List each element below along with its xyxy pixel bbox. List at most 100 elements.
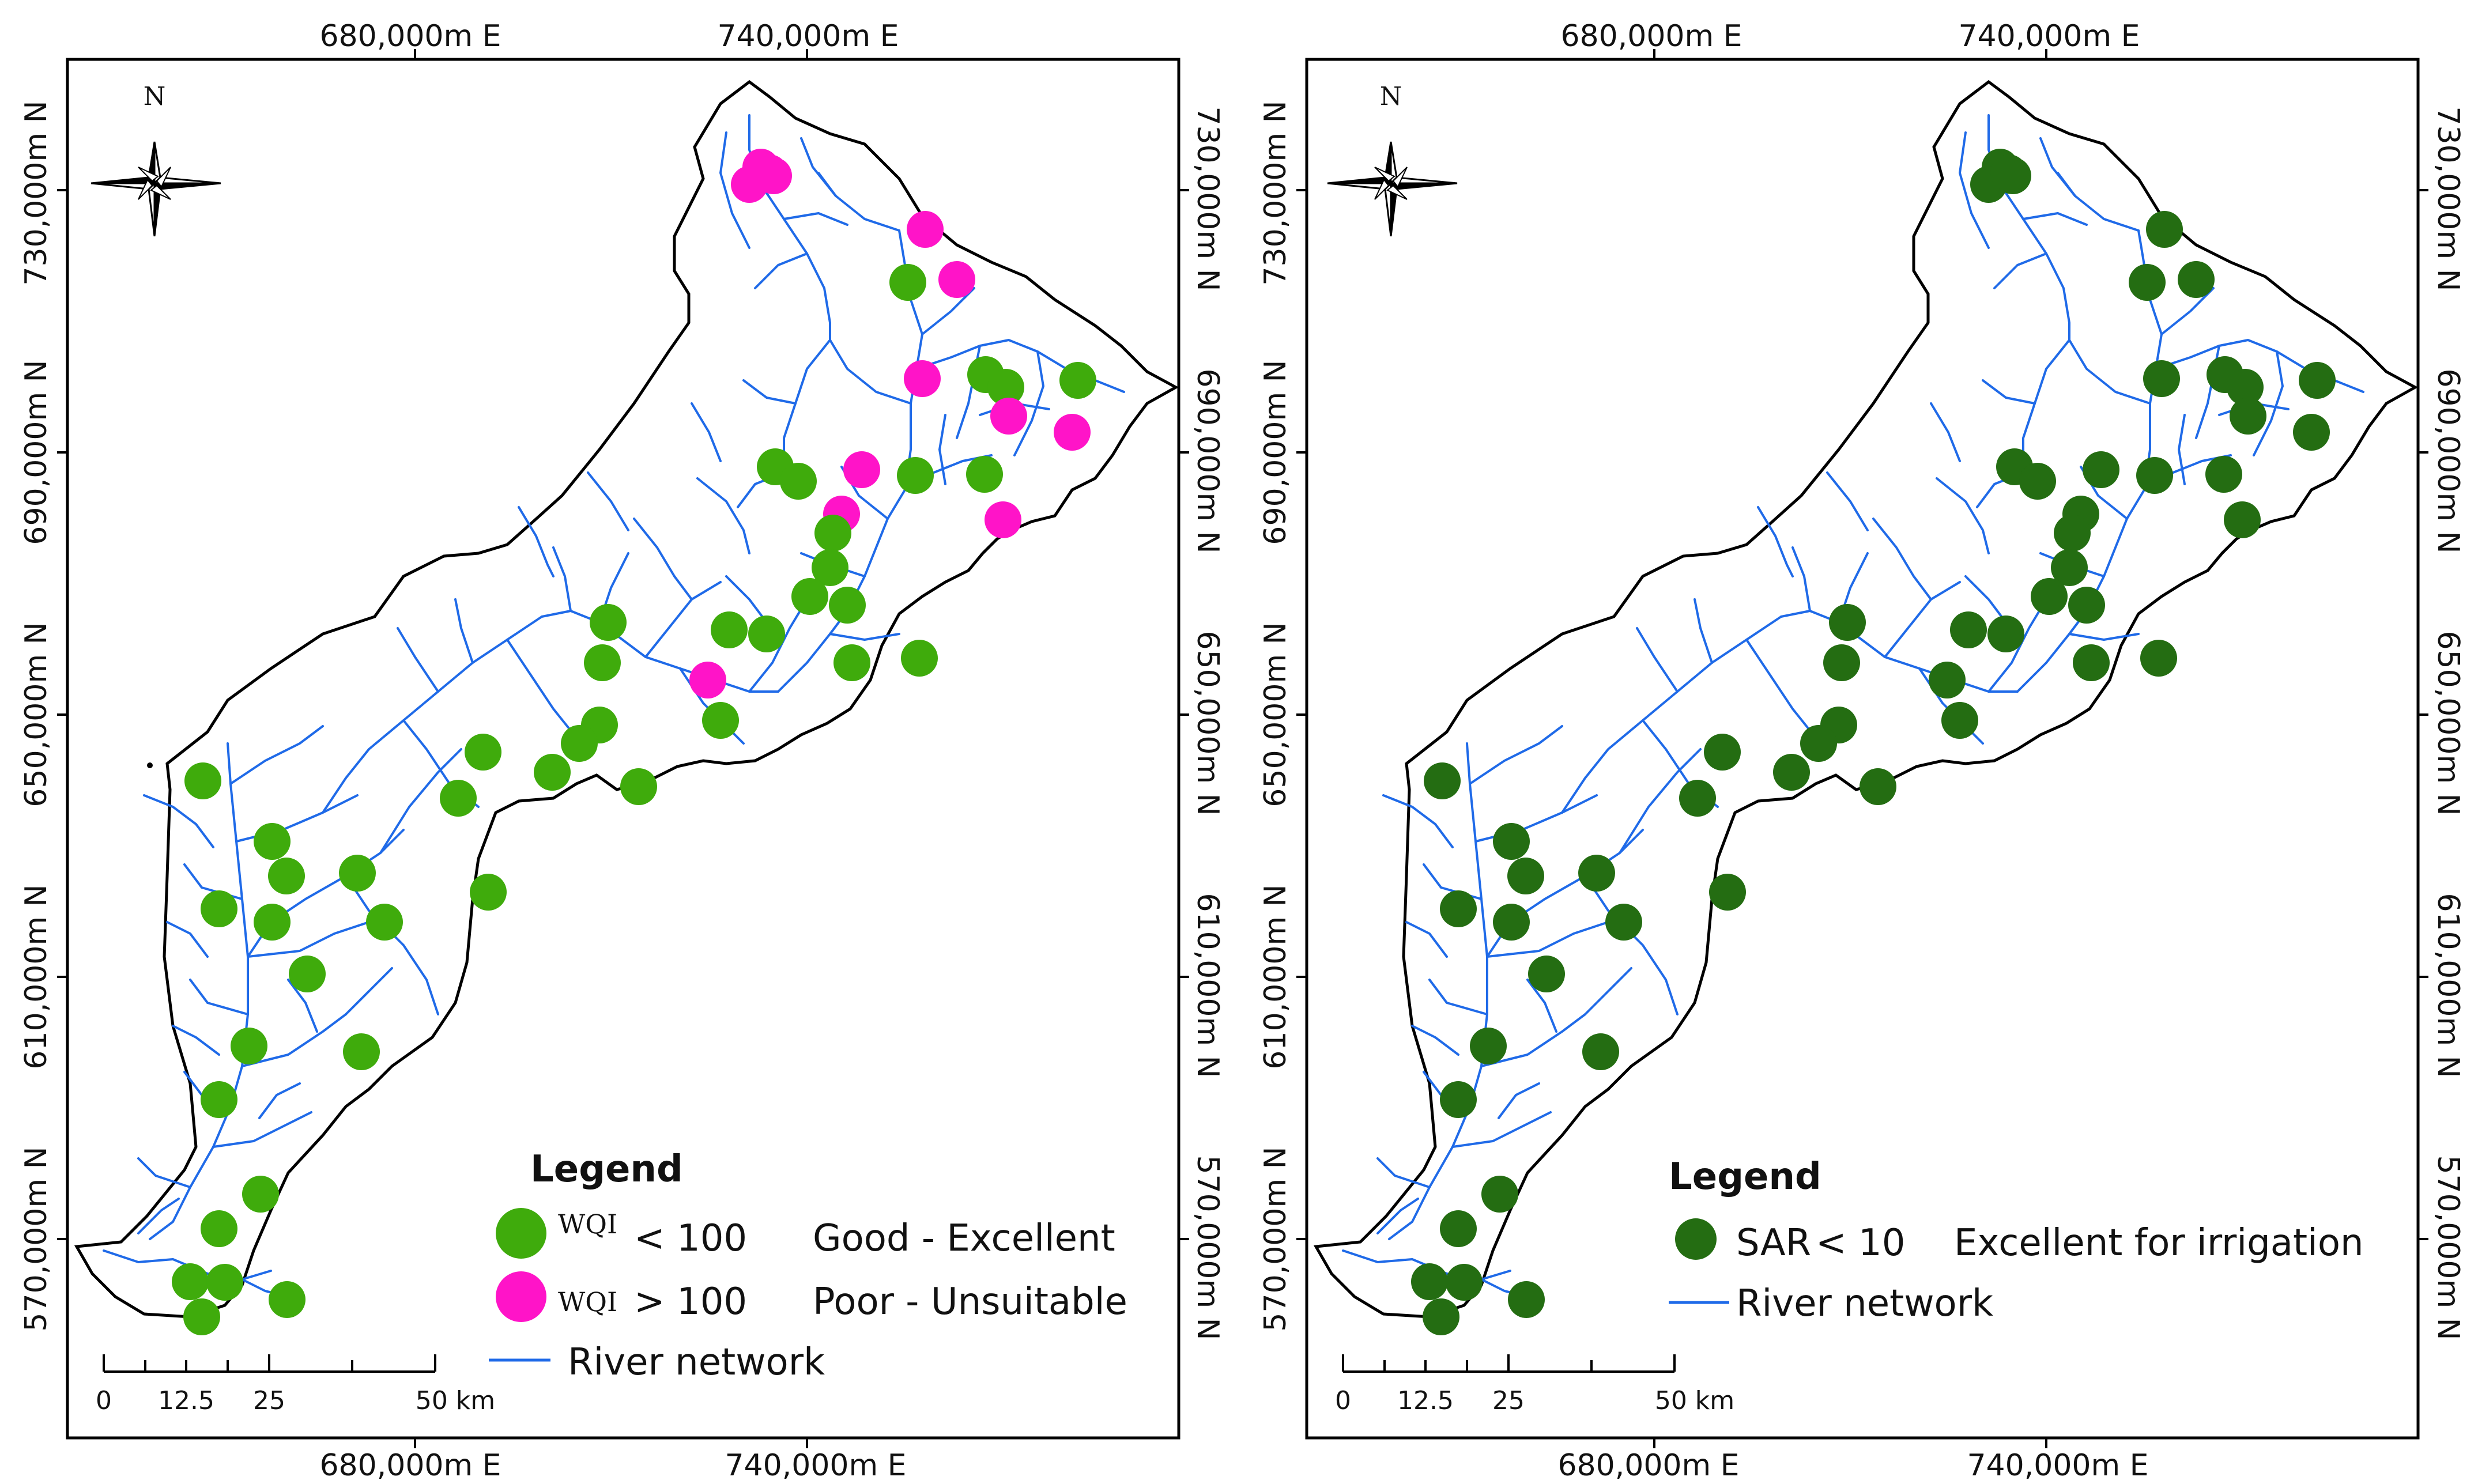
- sample-point-wqi-good: [1059, 362, 1096, 399]
- right-scale-tick-1: 12.5: [1397, 1386, 1454, 1415]
- right-bottom-axis-label-1: 680,000m E: [1557, 1448, 1739, 1483]
- sample-point-sar: [1493, 823, 1530, 860]
- right-right-axis-label-1: 730,000m N: [2431, 106, 2465, 291]
- sample-point-sar: [2293, 414, 2330, 451]
- right-legend-river-label: River network: [1736, 1282, 1993, 1325]
- sample-point-sar: [1823, 644, 1860, 681]
- left-legend: Legend WQI < 100 Good - Excellent WQI > …: [489, 1148, 1127, 1384]
- right-legend-title: Legend: [1669, 1156, 1821, 1198]
- left-right-axis-label-4: 610,000m N: [1190, 893, 1225, 1078]
- sample-point-sar: [2205, 456, 2242, 493]
- sample-point-sar: [1470, 1028, 1507, 1064]
- left-scale-bar: [103, 1354, 436, 1373]
- sample-point-sar: [1941, 702, 1978, 739]
- sample-point-wqi-poor: [904, 360, 941, 397]
- sample-point-sar: [2143, 360, 2180, 397]
- left-north-label: N: [144, 82, 166, 111]
- sample-point-sar: [1929, 662, 1966, 698]
- right-north-arrow: N: [1326, 82, 1458, 237]
- left-right-axis-label-3: 650,000m N: [1190, 630, 1225, 815]
- sample-point-sar: [1507, 858, 1544, 894]
- sample-point-wqi-good: [620, 768, 657, 805]
- sample-point-sar: [2054, 515, 2091, 552]
- sample-point-wqi-poor: [990, 398, 1027, 435]
- left-right-axis-label-1: 730,000m N: [1190, 106, 1225, 291]
- sample-point-sar: [1800, 725, 1837, 762]
- sample-point-sar: [2129, 264, 2166, 301]
- left-sample-points: [172, 149, 1096, 1335]
- right-right-axis-label-4: 610,000m N: [2431, 893, 2465, 1078]
- sample-point-wqi-good: [201, 1081, 237, 1118]
- left-bottom-axis-label-1: 680,000m E: [319, 1448, 501, 1483]
- sample-point-sar: [2224, 501, 2261, 538]
- sample-point-sar: [2068, 587, 2105, 624]
- sample-point-sar: [1704, 734, 1741, 771]
- sample-point-sar: [1440, 1210, 1477, 1247]
- right-left-axis-label-2: 690,000m N: [1258, 360, 1293, 545]
- sample-point-wqi-good: [561, 725, 598, 762]
- left-scale-tick-0: 0: [96, 1386, 112, 1415]
- sample-point-wqi-good: [534, 754, 571, 791]
- sample-point-wqi-good: [966, 456, 1003, 493]
- left-scale-tick-3: 50 km: [416, 1386, 495, 1415]
- sample-point-wqi-good: [901, 640, 938, 677]
- sample-point-wqi-poor: [751, 154, 788, 191]
- left-left-axis-label-3: 650,000m N: [19, 622, 54, 807]
- left-left-axis-label-1: 730,000m N: [19, 100, 54, 285]
- right-legend-item1-condition: < 10: [1816, 1222, 1905, 1264]
- right-north-label: N: [1380, 82, 1402, 111]
- left-left-axis-label-2: 690,000m N: [19, 360, 54, 545]
- sample-point-wqi-good: [183, 1298, 220, 1335]
- left-legend-swatch-poor: [496, 1271, 546, 1322]
- sample-point-sar: [2299, 362, 2336, 399]
- right-left-axis-label-5: 570,000m N: [1258, 1146, 1293, 1331]
- right-map-panel: 680,000m E 740,000m E 680,000m E 740,000…: [1258, 19, 2465, 1483]
- sample-point-sar: [1481, 1176, 1518, 1213]
- right-right-axis-label-2: 690,000m N: [2431, 368, 2465, 553]
- sample-point-wqi-good: [254, 823, 291, 860]
- left-scale-tick-1: 12.5: [158, 1386, 214, 1415]
- sample-point-sar: [2031, 578, 2068, 615]
- right-legend: Legend SAR < 10 Excellent for irrigation…: [1669, 1156, 2364, 1325]
- sample-point-wqi-good: [201, 890, 237, 927]
- sample-point-sar: [1860, 768, 1896, 805]
- sample-point-sar: [2227, 369, 2264, 406]
- sample-point-wqi-good: [702, 702, 739, 739]
- left-north-arrow: N: [90, 82, 222, 237]
- sample-point-sar: [1605, 904, 1642, 941]
- sample-point-wqi-poor: [907, 211, 944, 248]
- sample-point-sar: [1773, 754, 1810, 791]
- right-scale-tick-3: 50 km: [1655, 1386, 1734, 1415]
- right-right-axis-label-5: 570,000m N: [2431, 1155, 2465, 1340]
- sample-point-sar: [1829, 604, 1866, 641]
- sample-point-wqi-poor: [689, 662, 726, 698]
- sample-point-wqi-poor: [1054, 414, 1091, 451]
- sample-point-wqi-good: [184, 762, 221, 799]
- right-legend-swatch-sar: [1675, 1218, 1717, 1260]
- sample-point-wqi-good: [812, 549, 848, 586]
- sample-point-sar: [2019, 463, 2056, 500]
- sample-point-wqi-good: [231, 1028, 267, 1064]
- left-legend-river-label: River network: [568, 1341, 825, 1384]
- left-bottom-axis-label-2: 740,000m E: [725, 1448, 906, 1483]
- sample-point-sar: [1440, 890, 1477, 927]
- right-legend-item1-symbol: SAR: [1736, 1222, 1811, 1264]
- sample-point-sar: [1578, 855, 1615, 892]
- sample-point-sar: [1411, 1263, 1448, 1300]
- left-legend-item1-symbol: WQI: [558, 1209, 617, 1240]
- sample-point-sar: [1950, 611, 1987, 648]
- sample-point-wqi-good: [289, 956, 326, 992]
- sample-point-sar: [1528, 956, 1565, 992]
- right-legend-item1-class: Excellent for irrigation: [1954, 1222, 2364, 1264]
- sample-point-sar: [1423, 1298, 1459, 1335]
- sample-point-sar: [2073, 644, 2110, 681]
- sample-point-wqi-good: [780, 463, 817, 500]
- left-legend-item1-class: Good - Excellent: [813, 1217, 1115, 1260]
- sample-point-wqi-good: [206, 1264, 243, 1301]
- sample-point-wqi-good: [201, 1210, 237, 1247]
- left-scale-tick-2: 25: [253, 1386, 285, 1415]
- sample-point-wqi-good: [987, 369, 1024, 406]
- sample-point-wqi-good: [242, 1176, 279, 1213]
- sample-point-wqi-good: [897, 457, 934, 494]
- sample-point-wqi-good: [268, 858, 305, 894]
